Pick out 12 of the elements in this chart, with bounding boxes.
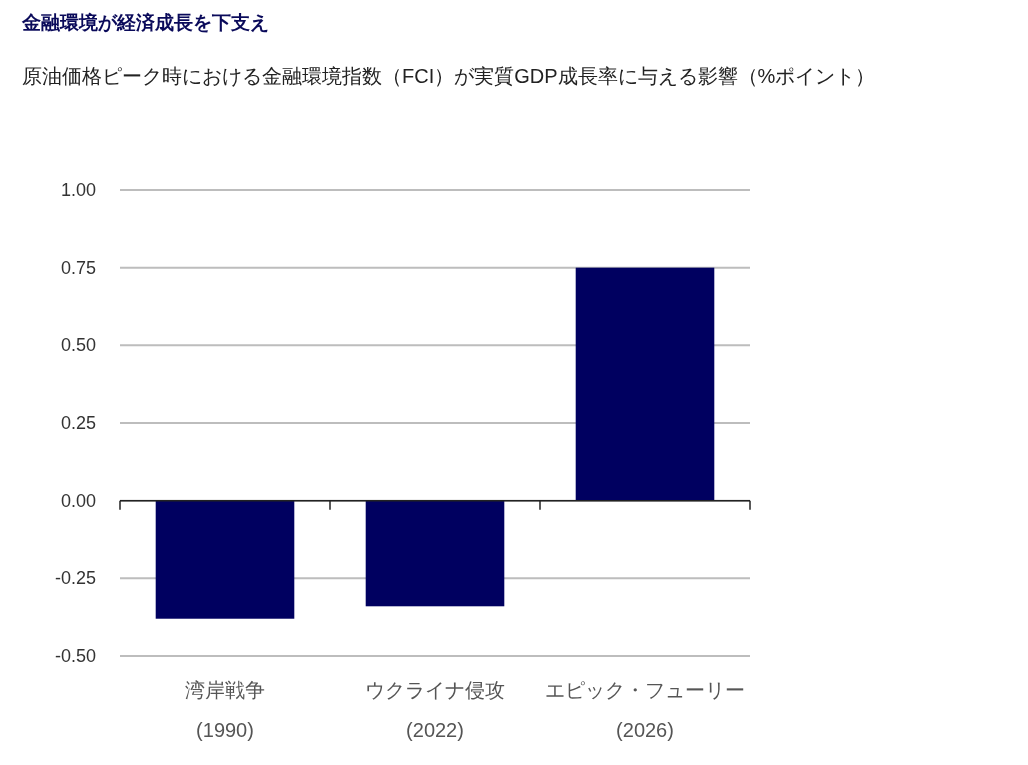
y-tick-label: 0.75 bbox=[60, 257, 96, 278]
y-tick-label: -0.50 bbox=[54, 646, 96, 666]
y-tick-label: 0.50 bbox=[60, 335, 96, 356]
x-tick-label: エピック・フューリー (2026) bbox=[545, 679, 745, 741]
y-tick-label: 0.25 bbox=[60, 413, 96, 433]
y-tick-label: -0.25 bbox=[54, 568, 96, 589]
y-tick-label: 1.00 bbox=[60, 180, 96, 200]
chart-subtitle: 原油価格ピーク時における金融環境指数（FCI）が実質GDP成長率に与える影響（%ポイント） bbox=[22, 64, 877, 89]
y-tick-label: 0.00 bbox=[60, 490, 96, 511]
x-tick-label: ウクライナ侵攻 (2022) bbox=[365, 679, 505, 741]
x-tick-label: 湾岸戦争 (1990) bbox=[185, 679, 265, 741]
chart-title: 金融環境が経済成長を下支え bbox=[22, 11, 269, 35]
